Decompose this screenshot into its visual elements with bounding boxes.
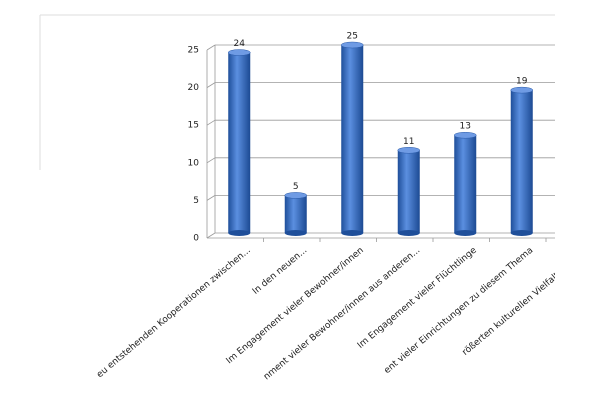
- bar-top: [510, 86, 533, 94]
- bar-base: [397, 230, 420, 236]
- bar-top: [454, 131, 477, 139]
- data-label: 24: [234, 39, 246, 49]
- bar: [510, 90, 533, 234]
- y-tick-label: 10: [188, 158, 200, 168]
- bar-base: [454, 230, 477, 236]
- x-tick-label: In den neuen...: [251, 246, 309, 297]
- bar-top: [228, 49, 251, 56]
- data-label: 13: [460, 122, 471, 132]
- data-label: 19: [516, 77, 528, 87]
- grid-depth: [206, 119, 216, 126]
- bar: [341, 45, 364, 233]
- bar: [284, 195, 307, 233]
- bar-base: [284, 230, 307, 236]
- y-tick-label: 5: [193, 196, 199, 206]
- bar-top: [397, 147, 420, 154]
- bar-top: [341, 41, 364, 49]
- grid-depth: [206, 232, 216, 239]
- x-tick-label: Im Engagement vieler Flüchtlinge: [356, 245, 479, 351]
- data-label: 25: [347, 32, 358, 42]
- bar: [397, 150, 420, 233]
- grid-depth: [206, 195, 216, 201]
- data-label: 5: [293, 182, 299, 192]
- y-tick-label: 25: [188, 46, 199, 56]
- grid-depth: [206, 44, 216, 51]
- y-tick-label: 0: [193, 234, 199, 244]
- bar-base: [341, 230, 364, 236]
- y-tick-label: 15: [188, 121, 199, 131]
- plot-area: eu entstehenden Kooperationen zwischen..…: [95, 32, 592, 382]
- grid-depth: [206, 157, 216, 164]
- data-label: 11: [403, 137, 414, 147]
- grid-depth: [206, 82, 216, 88]
- bar-base: [228, 230, 251, 236]
- bar-base: [510, 230, 533, 236]
- y-tick-label: 20: [188, 83, 200, 93]
- bar: [454, 135, 477, 233]
- x-tick-label: rößerten kulturellen Vielfalt des St...: [461, 246, 592, 358]
- bar-top: [284, 192, 307, 199]
- bar: [228, 52, 251, 233]
